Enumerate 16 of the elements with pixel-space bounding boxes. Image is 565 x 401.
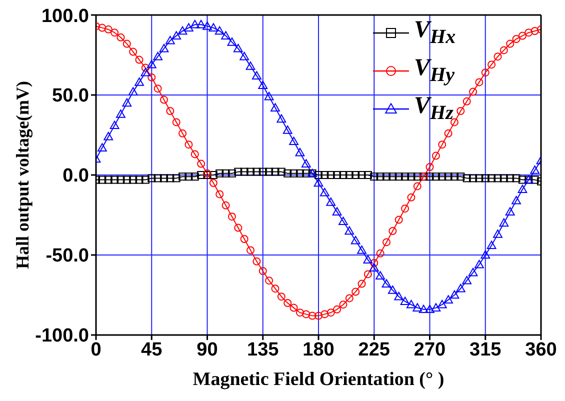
- x-tick-label: 315: [470, 339, 502, 360]
- y-tick-label: -100.0: [35, 326, 89, 347]
- x-tick-label: 135: [247, 339, 280, 360]
- y-tick-label: -50.0: [46, 246, 89, 267]
- x-tick-label: 225: [358, 339, 390, 360]
- x-tick-label: 270: [414, 339, 446, 360]
- y-axis-title: Hall output voltage(mV): [12, 81, 32, 269]
- y-tick-label: 100.0: [41, 6, 89, 27]
- x-tick-label: 90: [196, 339, 218, 360]
- x-tick-label: 360: [525, 339, 557, 360]
- x-tick-label: 180: [302, 339, 334, 360]
- x-tick-label: 45: [141, 339, 163, 360]
- y-tick-label: 0.0: [62, 166, 89, 187]
- x-tick-label: 0: [90, 339, 102, 360]
- x-axis-title: Magnetic Field Orientation (° ): [192, 369, 444, 390]
- y-tick-label: 50.0: [52, 86, 89, 107]
